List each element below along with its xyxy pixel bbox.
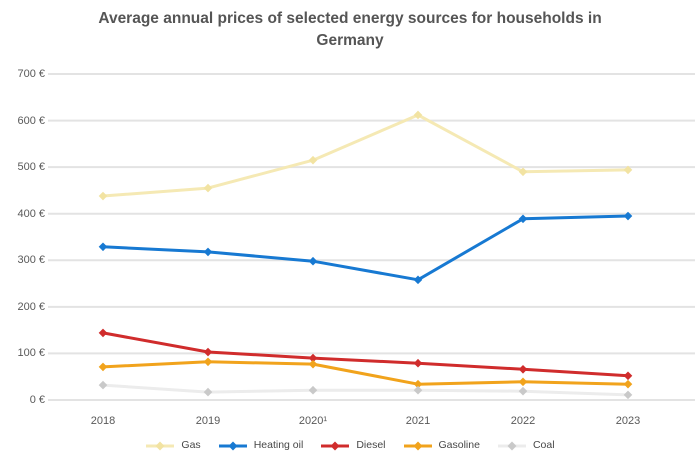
data-point-marker-gasoline <box>98 362 108 372</box>
legend-item-diesel: Diesel <box>320 439 386 452</box>
y-tick-label: 700 € <box>17 68 45 80</box>
data-point-marker-gasoline <box>623 379 633 389</box>
data-point-marker-gas <box>203 183 213 193</box>
x-tick-label: 2021 <box>405 415 431 427</box>
legend-swatch-icon <box>321 441 350 450</box>
y-tick-label: 300 € <box>17 254 45 267</box>
x-tick-label: 2020¹ <box>298 415 328 427</box>
data-point-marker-coal <box>623 390 633 400</box>
legend-swatch-icon <box>218 441 247 450</box>
data-point-marker-coal <box>308 385 318 395</box>
data-point-marker-diesel <box>518 364 528 374</box>
data-point-marker-heating-oil <box>413 275 423 285</box>
data-point-marker-gas <box>623 165 633 175</box>
data-point-marker-coal <box>413 385 423 395</box>
legend-label: Gas <box>181 439 201 451</box>
y-tick-label: 100 € <box>17 347 45 360</box>
legend-swatch-icon <box>497 441 526 450</box>
data-point-marker-heating-oil <box>203 247 213 257</box>
data-point-marker-gas <box>518 167 528 177</box>
data-point-marker-gasoline <box>308 359 318 369</box>
x-tick-label: 2019 <box>195 415 221 427</box>
data-point-marker-coal <box>203 387 213 397</box>
legend-item-gas: Gas <box>145 439 201 452</box>
data-point-marker-coal <box>98 380 108 390</box>
data-point-marker-heating-oil <box>518 214 528 224</box>
legend-label: Gasoline <box>438 439 480 451</box>
data-point-marker-gas <box>308 155 318 165</box>
data-point-marker-gasoline <box>203 357 213 367</box>
legend-item-coal: Coal <box>497 439 555 452</box>
x-tick-label: 2022 <box>510 415 536 427</box>
y-tick-label: 0 € <box>29 394 45 406</box>
x-tick-label: 2018 <box>90 415 116 427</box>
data-point-marker-gas <box>413 110 423 120</box>
data-point-marker-heating-oil <box>308 256 318 266</box>
data-point-marker-heating-oil <box>98 242 108 252</box>
legend-swatch-icon <box>146 441 175 450</box>
series-line-gasoline <box>102 360 629 386</box>
data-point-marker-diesel <box>98 328 108 338</box>
data-point-marker-gasoline <box>413 379 423 389</box>
series-line-diesel <box>102 331 629 378</box>
series-line-heating-oil <box>102 214 629 282</box>
chart-title-line2: Germany <box>316 32 384 49</box>
chart-title: Average annual prices of selected energy… <box>50 8 650 52</box>
data-point-marker-diesel <box>623 371 633 381</box>
x-tick-label: 2023 <box>615 415 641 427</box>
series-line-gas <box>102 113 629 198</box>
series-line-coal <box>102 383 629 397</box>
legend-label: Coal <box>532 439 555 451</box>
data-point-marker-diesel <box>203 347 213 357</box>
data-point-marker-gas <box>98 191 108 201</box>
y-tick-label: 600 € <box>17 114 45 127</box>
data-point-marker-diesel <box>308 353 318 363</box>
data-point-marker-coal <box>518 386 528 396</box>
data-point-marker-heating-oil <box>623 211 633 221</box>
legend-label: Heating oil <box>253 439 304 451</box>
data-point-marker-gasoline <box>518 377 528 387</box>
y-tick-label: 500 € <box>17 161 45 174</box>
data-point-marker-diesel <box>413 358 423 368</box>
legend: Gas Heating oil Diesel Gasoline Coal <box>0 439 700 452</box>
legend-swatch-icon <box>403 441 432 450</box>
legend-item-gasoline: Gasoline <box>403 439 480 452</box>
legend-label: Diesel <box>356 439 386 451</box>
y-tick-label: 200 € <box>17 300 45 313</box>
y-tick-label: 400 € <box>17 207 45 220</box>
legend-item-heating-oil: Heating oil <box>218 439 304 452</box>
chart-title-line1: Average annual prices of selected energy… <box>98 10 602 27</box>
